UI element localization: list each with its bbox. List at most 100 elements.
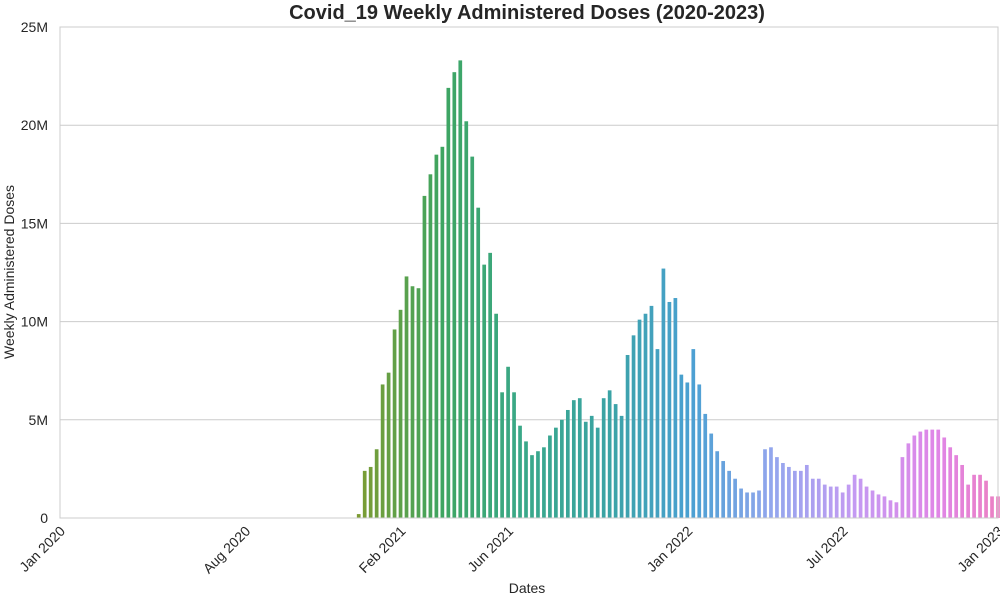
bar xyxy=(751,492,755,518)
bar xyxy=(589,415,594,518)
bar xyxy=(775,457,779,518)
bar xyxy=(637,319,642,518)
bar xyxy=(362,470,367,518)
bar xyxy=(554,427,558,518)
y-tick-label: 20M xyxy=(21,117,48,133)
bar xyxy=(404,276,409,518)
bar xyxy=(643,313,648,518)
bar xyxy=(906,443,911,518)
bar xyxy=(560,419,564,518)
bar xyxy=(607,390,612,518)
bar xyxy=(798,470,803,518)
bar xyxy=(924,429,929,518)
bar xyxy=(804,464,809,518)
plot-frame xyxy=(59,26,999,519)
bar xyxy=(894,502,899,518)
bar xyxy=(506,366,510,518)
bar xyxy=(793,470,797,518)
bar xyxy=(571,400,576,518)
bar xyxy=(392,329,397,518)
bar xyxy=(990,496,994,518)
bar xyxy=(966,484,970,518)
y-tick-label: 0 xyxy=(40,510,48,526)
bar xyxy=(470,156,475,518)
bar xyxy=(715,451,720,518)
bar xyxy=(864,486,869,518)
y-tick-label: 10M xyxy=(21,314,48,330)
x-tick-label: Jan 2020 xyxy=(16,523,68,575)
y-tick-label: 25M xyxy=(21,19,48,35)
bar xyxy=(422,195,427,518)
x-tick-label: Jul 2022 xyxy=(802,523,851,572)
bar xyxy=(583,421,588,518)
bar xyxy=(846,484,851,518)
bar xyxy=(548,435,552,518)
bar xyxy=(870,490,875,518)
bar xyxy=(876,494,881,518)
bar xyxy=(757,490,761,518)
y-tick-label: 5M xyxy=(29,412,48,428)
bar xyxy=(464,121,469,519)
bar xyxy=(386,372,391,518)
bar xyxy=(577,398,582,518)
bar xyxy=(398,309,403,518)
bar xyxy=(769,447,773,518)
x-tick-label: Feb 2021 xyxy=(356,523,409,576)
bar xyxy=(954,455,959,518)
bar xyxy=(936,429,941,518)
bar xyxy=(810,478,815,518)
bar xyxy=(518,425,522,518)
bar xyxy=(948,447,953,518)
y-axis-ticks: 0 5M 10M 15M 20M 25M xyxy=(21,19,48,526)
x-tick-label: Jan 2023 xyxy=(954,523,1000,575)
grid-lines xyxy=(60,124,998,421)
bar xyxy=(416,288,421,518)
bar xyxy=(524,441,528,518)
bar xyxy=(840,492,845,518)
y-tick-label: 15M xyxy=(21,215,48,231)
bar xyxy=(972,474,976,518)
bar xyxy=(494,313,498,518)
bar xyxy=(900,457,905,518)
bar xyxy=(882,496,887,518)
x-axis-label: Dates xyxy=(509,580,546,596)
bar xyxy=(530,455,534,518)
bar xyxy=(834,486,839,518)
bar xyxy=(452,72,457,519)
bar xyxy=(828,486,833,518)
x-tick-label: Aug 2020 xyxy=(200,523,254,577)
bar xyxy=(595,427,600,518)
bar xyxy=(787,466,791,518)
bar xyxy=(733,478,737,518)
bar xyxy=(763,449,767,518)
x-axis-ticks: Jan 2020 Aug 2020 Feb 2021 Jun 2021 Jan 2022… xyxy=(16,523,1000,577)
bar xyxy=(410,286,415,518)
bar xyxy=(619,415,624,518)
bar xyxy=(356,514,361,518)
bar xyxy=(697,384,702,518)
bar xyxy=(822,484,827,518)
bar xyxy=(816,478,821,518)
bar xyxy=(440,146,445,519)
bar xyxy=(476,207,481,518)
bar xyxy=(685,382,690,518)
bar xyxy=(374,449,379,518)
bar xyxy=(542,447,546,518)
bar xyxy=(739,488,743,518)
bar xyxy=(601,398,606,518)
y-axis-label: Weekly Administered Doses xyxy=(1,185,17,359)
bar xyxy=(625,354,630,518)
chart-title: Covid_19 Weekly Administered Doses (2020… xyxy=(289,2,765,24)
bar xyxy=(512,392,516,518)
bar xyxy=(482,264,487,518)
x-tick-label: Jan 2022 xyxy=(643,523,695,575)
bar xyxy=(458,60,463,518)
bar xyxy=(727,470,731,518)
bars xyxy=(356,60,1000,519)
bar xyxy=(631,335,636,518)
bar xyxy=(649,305,654,518)
bar xyxy=(500,392,504,518)
bar xyxy=(984,480,988,518)
